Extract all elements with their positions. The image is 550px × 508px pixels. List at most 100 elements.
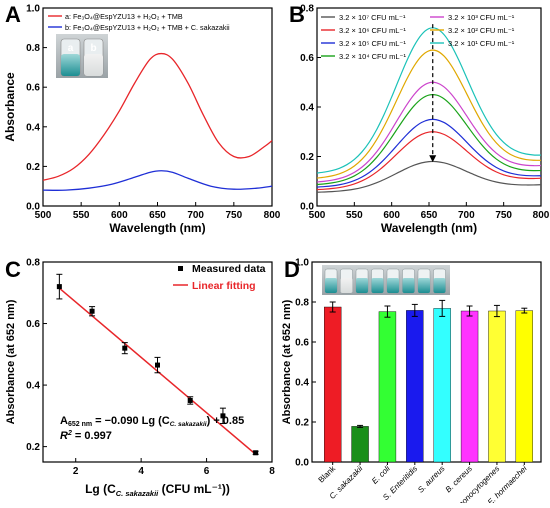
- x-tick-label: 6: [204, 466, 210, 477]
- category-label: E. coli: [370, 464, 392, 486]
- y-axis-label: Absorbance (at 652 nm): [5, 299, 17, 424]
- y-tick-label: 0.4: [300, 103, 314, 114]
- bar: [460, 310, 479, 463]
- data-point: [220, 413, 226, 419]
- x-tick-label: 4: [138, 466, 144, 477]
- legend-entry: 3.2 × 10¹ CFU mL⁻¹: [448, 39, 515, 48]
- r-squared-sup: 2: [67, 430, 72, 437]
- x-tick-label: 8: [269, 466, 275, 477]
- x-tick-label: 750: [225, 210, 242, 221]
- y-tick-label: 0.6: [300, 53, 314, 64]
- y-tick-label: 0.2: [295, 418, 309, 429]
- vial-liquid: [418, 278, 430, 293]
- category-label: Blank: [317, 463, 338, 484]
- r-squared-value: = 0.997: [72, 430, 112, 442]
- r-squared-label: R: [60, 430, 68, 442]
- x-axis-label: Lg (CC. sakazakii (CFU mL⁻¹)): [85, 482, 230, 498]
- y-tick-label: 0.4: [295, 378, 309, 389]
- y-tick-label: 0.2: [26, 162, 40, 173]
- vial-liquid: [340, 278, 353, 293]
- data-point: [56, 284, 62, 290]
- x-tick-label: 550: [346, 210, 363, 221]
- y-tick-label: 1.0: [26, 4, 40, 15]
- vial-liquid: [371, 278, 384, 293]
- series-line: [316, 131, 542, 191]
- legend-entry: 3.2 × 10⁶ CFU mL⁻¹: [339, 26, 406, 35]
- legend-entry: Measured data: [192, 263, 266, 275]
- bar: [515, 310, 533, 463]
- plot-frame: [42, 261, 273, 463]
- bar: [406, 310, 424, 463]
- vial-a-label: a: [68, 43, 74, 54]
- series-line: [316, 94, 542, 186]
- equation-sub: 652 nm: [68, 421, 92, 428]
- x-tick-label: 650: [149, 210, 166, 221]
- y-tick-label: 0.4: [26, 381, 40, 392]
- vial-a-liquid: [61, 54, 80, 76]
- series-line: [316, 118, 542, 188]
- vial-liquid: [433, 278, 446, 293]
- bar: [488, 310, 506, 463]
- y-tick-label: 0.6: [295, 338, 309, 349]
- x-tick-label: 600: [383, 210, 400, 221]
- series-line: [316, 27, 542, 174]
- x-tick-label: 650: [421, 210, 438, 221]
- panel-c: C 2 4 6 8 0.2 0.4 0.6 0.8 Absorbance (at 652 nm) L…: [5, 257, 275, 498]
- x-tick-label: 700: [187, 210, 204, 221]
- y-tick-label: 0.0: [300, 202, 314, 213]
- data-point: [122, 345, 128, 351]
- x-tick-label: 500: [35, 210, 52, 221]
- data-point: [253, 450, 259, 456]
- y-tick-label: 0.8: [26, 43, 40, 54]
- trend-arrow-head: [429, 155, 437, 163]
- series-line: [316, 81, 542, 183]
- y-tick-label: 0.4: [26, 122, 40, 133]
- y-tick-label: 0.8: [295, 298, 309, 309]
- panel-letter: B: [289, 2, 305, 27]
- legend-entry: Linear fitting: [192, 280, 256, 292]
- plot-frame: [311, 261, 542, 463]
- y-tick-label: 0.8: [300, 4, 314, 15]
- x-tick-label: 700: [458, 210, 475, 221]
- equation-part: A: [60, 415, 68, 427]
- x-tick-label: 800: [533, 210, 550, 221]
- x-tick-label: 600: [111, 210, 128, 221]
- data-point: [155, 362, 160, 368]
- x-tick-label: 2: [73, 466, 79, 477]
- legend-entry: 3.2 × 10³ CFU mL⁻¹: [448, 13, 515, 22]
- y-tick-label: 0.6: [26, 319, 40, 330]
- panel-letter: A: [5, 2, 21, 27]
- bar: [433, 308, 451, 463]
- vial-liquid: [356, 278, 368, 293]
- y-tick-label: 0.0: [295, 458, 309, 469]
- r-squared: R2 = 0.997: [60, 430, 112, 442]
- x-axis-label-sub: C. sakazakii: [116, 489, 159, 498]
- panel-a: A 500 550 600 650 700 750 800 0.0 0.2 0.4 0.6 0.8 1.0…: [3, 2, 281, 235]
- x-axis-label: Wavelength (nm): [381, 221, 477, 235]
- fit-equation: A652 nm = −0.090 Lg (CC. sakazakii) + 0.…: [60, 415, 244, 428]
- legend-marker: [178, 266, 183, 271]
- vial-b-liquid: [84, 54, 103, 76]
- panel-letter: C: [5, 257, 21, 282]
- series-line: [316, 160, 542, 193]
- x-tick-label: 500: [309, 210, 326, 221]
- x-tick-label: 750: [495, 210, 512, 221]
- category-label: S. aureus: [416, 464, 447, 495]
- y-tick-label: 0.0: [26, 202, 40, 213]
- series-line: [316, 49, 542, 179]
- y-tick-label: 1.0: [295, 258, 309, 269]
- y-tick-label: 0.2: [26, 442, 40, 453]
- legend-entry: 3.2 × 10² CFU mL⁻¹: [448, 26, 515, 35]
- x-axis-label: Wavelength (nm): [109, 221, 205, 235]
- legend-entry: 3.2 × 10⁴ CFU mL⁻¹: [339, 52, 406, 61]
- panel-d: D 0.0 0.2 0.4 0.6 0.8 1.0 Absorbance (at 652 nm…: [281, 257, 542, 508]
- vial-liquid: [325, 278, 337, 293]
- y-axis-label: Absorbance: [3, 72, 17, 142]
- panel-b: B 500 550 600 650 700 750 800 0.0 0.2 0.4 0.6 0.8 Wav…: [289, 2, 550, 235]
- legend-entry: 3.2 × 10⁷ CFU mL⁻¹: [339, 13, 406, 22]
- x-tick-label: 800: [264, 210, 281, 221]
- series-line: [42, 170, 273, 191]
